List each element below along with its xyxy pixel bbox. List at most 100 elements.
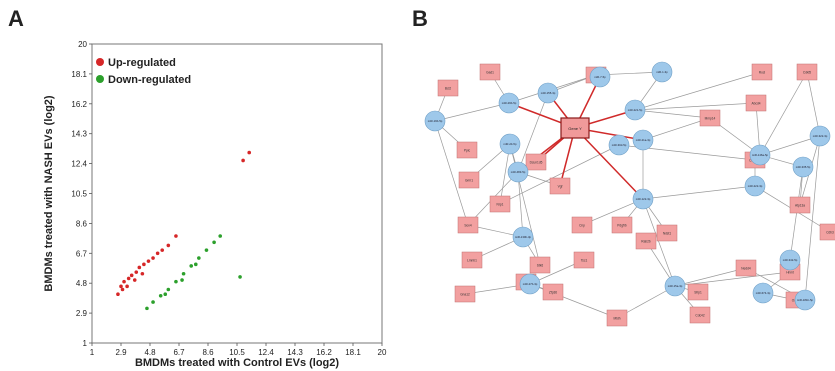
x-tick-label: 20 — [378, 348, 387, 357]
legend-label: Down-regulated — [108, 74, 191, 86]
x-tick-label: 16.2 — [316, 348, 332, 357]
gene-node — [819, 223, 835, 241]
gene-label: Stk6 — [537, 264, 544, 268]
network-edge — [634, 102, 757, 111]
y-tick-label: 1 — [83, 339, 88, 348]
down-regulated-point — [174, 279, 178, 284]
gene-label: Tsc1 — [581, 259, 588, 263]
network-edge — [642, 117, 711, 141]
gene-node — [611, 216, 633, 234]
mirna-node — [424, 110, 446, 132]
gene-label: Ppic — [464, 149, 471, 153]
mirna-label: miR-322-3p — [813, 134, 828, 138]
gene-label: Pdgfrb — [617, 224, 627, 228]
gene-node — [789, 196, 811, 214]
mirna-label: miR-30d-5p — [612, 143, 627, 147]
y-tick-label: 4.8 — [76, 279, 88, 288]
gene-node — [751, 63, 773, 81]
gene-node — [437, 79, 459, 97]
mirna-label: miR-15a-3p — [668, 284, 683, 288]
mirna-node — [537, 82, 559, 104]
network-edge — [759, 135, 821, 156]
y-tick-label: 2.9 — [76, 309, 88, 318]
y-tick-label: 18.1 — [71, 70, 87, 79]
legend-marker — [96, 75, 104, 83]
mirna-node — [779, 249, 801, 271]
up-regulated-point — [120, 287, 125, 292]
up-regulated-point — [142, 262, 146, 267]
gene-label: Rocl — [759, 71, 766, 75]
x-tick-label: 10.5 — [229, 348, 245, 357]
x-tick-label: 1 — [90, 348, 95, 357]
up-regulated-point — [132, 278, 137, 282]
legend-marker — [96, 58, 104, 66]
gene-label: Cdc42 — [695, 314, 704, 318]
mirna-label: miR-7-5p — [594, 75, 606, 79]
mirna-label: miR-29b-5p — [502, 101, 517, 105]
mirna-node — [794, 289, 816, 311]
y-tick-label: 6.7 — [76, 249, 88, 258]
gene-node — [458, 171, 480, 189]
mirna-label: miR-483-5p — [511, 170, 526, 174]
network-edge — [499, 144, 620, 205]
mirna-node — [651, 61, 673, 83]
gene-node — [525, 153, 547, 171]
mirna-label: miR-21a-3p — [636, 138, 651, 142]
gene-node — [689, 306, 711, 324]
network-edge — [517, 92, 549, 173]
gene-node — [745, 94, 767, 112]
panel-label-b: B — [412, 6, 428, 31]
up-regulated-point — [134, 270, 139, 274]
gene-label: Nedd4 — [741, 267, 751, 271]
gene-label: Atp13a — [795, 204, 805, 208]
x-tick-label: 8.6 — [202, 348, 214, 357]
down-regulated-point — [189, 264, 194, 268]
mirna-label: miR-122-3p — [636, 197, 651, 201]
mirna-node — [608, 134, 630, 156]
gene-label: Rab2b — [641, 240, 651, 244]
up-regulated-point — [174, 234, 178, 238]
up-regulated-point — [247, 150, 252, 155]
gene-node — [796, 63, 818, 81]
x-tick-label: 14.3 — [287, 348, 303, 357]
gene-label: Cnp — [579, 224, 585, 228]
mirna-node — [499, 133, 521, 155]
network-edge — [517, 171, 524, 238]
network-diagram: Gene YBcl2Gad1Nt5eRoclCdkl5Abcd4Mmp14Ppi… — [424, 61, 835, 327]
gene-node — [573, 251, 595, 269]
y-tick-label: 10.5 — [71, 190, 87, 199]
mirna-label: miR-335-5p — [796, 165, 811, 169]
y-tick-label: 8.6 — [76, 219, 88, 228]
mirna-node — [519, 273, 541, 295]
gene-label: Sox4 — [464, 224, 471, 228]
gene-label: Mtdh — [613, 317, 620, 321]
gene-label: Gna12 — [460, 293, 470, 297]
gene-label: Vgf — [558, 185, 563, 189]
mirna-node — [632, 188, 654, 210]
gene-label: Hnmt — [786, 271, 794, 275]
mirna-node — [792, 156, 814, 178]
gene-node — [529, 256, 551, 274]
x-tick-label: 18.1 — [345, 348, 361, 357]
network-edge — [634, 71, 763, 111]
network-edge — [804, 135, 821, 301]
network-edge — [674, 267, 747, 287]
gene-node — [489, 195, 511, 213]
down-regulated-point — [218, 234, 223, 238]
up-regulated-point — [126, 276, 131, 281]
mirna-label: miR-19b-5p — [428, 119, 443, 123]
up-regulated-point — [160, 248, 165, 252]
gene-node — [656, 224, 678, 242]
down-regulated-point — [204, 248, 209, 252]
gene-label: Grm1 — [465, 179, 473, 183]
network-edge — [434, 102, 510, 122]
gene-label: Abcd4 — [751, 102, 760, 106]
gene-node — [454, 285, 476, 303]
down-regulated-point — [145, 306, 149, 311]
up-regulated-point — [125, 284, 129, 289]
network-edge — [759, 71, 808, 156]
down-regulated-point — [238, 275, 242, 279]
network-edge — [634, 109, 711, 119]
gene-node — [687, 283, 709, 301]
network-edge — [434, 120, 469, 226]
